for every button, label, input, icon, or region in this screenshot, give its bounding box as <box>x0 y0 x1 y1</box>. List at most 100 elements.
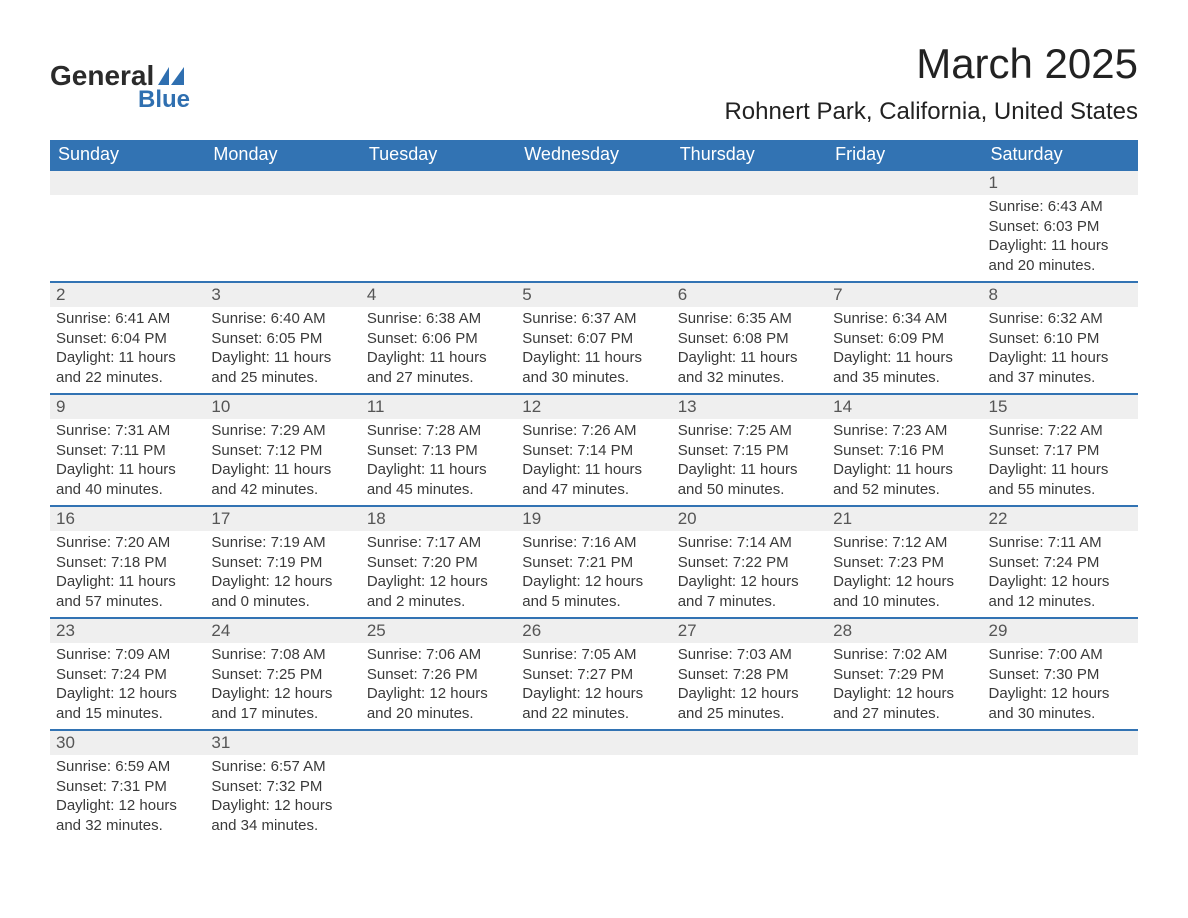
sunrise-line: Sunrise: 7:28 AM <box>367 421 510 441</box>
day-number-cell: 21 <box>827 506 982 531</box>
day-body-cell: Sunrise: 7:17 AMSunset: 7:20 PMDaylight:… <box>361 531 516 618</box>
sunset-line: Sunset: 7:17 PM <box>989 441 1132 461</box>
daylight-line2: and 55 minutes. <box>989 480 1132 500</box>
day-body: Sunrise: 7:23 AMSunset: 7:16 PMDaylight:… <box>827 419 982 505</box>
day-number-cell: 16 <box>50 506 205 531</box>
daylight-line1: Daylight: 11 hours <box>56 572 199 592</box>
day-body <box>516 195 671 203</box>
sunrise-line: Sunrise: 6:32 AM <box>989 309 1132 329</box>
daylight-line1: Daylight: 12 hours <box>56 796 199 816</box>
sunrise-line: Sunrise: 7:02 AM <box>833 645 976 665</box>
daylight-line2: and 7 minutes. <box>678 592 821 612</box>
day-body: Sunrise: 6:32 AMSunset: 6:10 PMDaylight:… <box>983 307 1138 393</box>
day-body-cell: Sunrise: 6:59 AMSunset: 7:31 PMDaylight:… <box>50 755 205 841</box>
sunrise-line: Sunrise: 7:05 AM <box>522 645 665 665</box>
day-body-cell: Sunrise: 7:29 AMSunset: 7:12 PMDaylight:… <box>205 419 360 506</box>
day-number <box>672 171 827 175</box>
day-number-cell <box>205 170 360 195</box>
day-number-cell: 25 <box>361 618 516 643</box>
day-body <box>672 195 827 203</box>
day-body: Sunrise: 6:57 AMSunset: 7:32 PMDaylight:… <box>205 755 360 841</box>
sunset-line: Sunset: 6:08 PM <box>678 329 821 349</box>
day-number: 16 <box>50 507 205 531</box>
day-body-cell: Sunrise: 6:40 AMSunset: 6:05 PMDaylight:… <box>205 307 360 394</box>
sunset-line: Sunset: 7:22 PM <box>678 553 821 573</box>
daylight-line2: and 30 minutes. <box>989 704 1132 724</box>
sunrise-line: Sunrise: 7:23 AM <box>833 421 976 441</box>
sunrise-line: Sunrise: 7:25 AM <box>678 421 821 441</box>
daylight-line1: Daylight: 12 hours <box>522 572 665 592</box>
day-body <box>672 755 827 763</box>
sunset-line: Sunset: 7:12 PM <box>211 441 354 461</box>
sunrise-line: Sunrise: 7:06 AM <box>367 645 510 665</box>
day-number-cell <box>361 730 516 755</box>
day-number: 18 <box>361 507 516 531</box>
day-body: Sunrise: 7:31 AMSunset: 7:11 PMDaylight:… <box>50 419 205 505</box>
daylight-line1: Daylight: 11 hours <box>522 348 665 368</box>
day-body: Sunrise: 6:37 AMSunset: 6:07 PMDaylight:… <box>516 307 671 393</box>
daylight-line2: and 34 minutes. <box>211 816 354 836</box>
sunset-line: Sunset: 7:18 PM <box>56 553 199 573</box>
sunrise-line: Sunrise: 7:20 AM <box>56 533 199 553</box>
day-number <box>361 731 516 735</box>
day-body-cell: Sunrise: 7:03 AMSunset: 7:28 PMDaylight:… <box>672 643 827 730</box>
day-number: 25 <box>361 619 516 643</box>
day-number-cell <box>50 170 205 195</box>
day-number: 26 <box>516 619 671 643</box>
daylight-line2: and 52 minutes. <box>833 480 976 500</box>
day-number <box>827 171 982 175</box>
day-number-cell: 20 <box>672 506 827 531</box>
day-body: Sunrise: 6:35 AMSunset: 6:08 PMDaylight:… <box>672 307 827 393</box>
col-header: Monday <box>205 140 360 170</box>
sunrise-line: Sunrise: 7:31 AM <box>56 421 199 441</box>
day-number: 5 <box>516 283 671 307</box>
day-number <box>827 731 982 735</box>
day-body-cell: Sunrise: 7:16 AMSunset: 7:21 PMDaylight:… <box>516 531 671 618</box>
day-body: Sunrise: 7:20 AMSunset: 7:18 PMDaylight:… <box>50 531 205 617</box>
daylight-line1: Daylight: 11 hours <box>56 348 199 368</box>
day-number-cell: 23 <box>50 618 205 643</box>
day-body-cell <box>50 195 205 282</box>
day-number: 19 <box>516 507 671 531</box>
day-number: 22 <box>983 507 1138 531</box>
day-body-cell <box>827 755 982 841</box>
day-number-cell: 10 <box>205 394 360 419</box>
day-body <box>361 755 516 763</box>
week-body-row: Sunrise: 6:41 AMSunset: 6:04 PMDaylight:… <box>50 307 1138 394</box>
logo: General Blue <box>50 40 190 114</box>
day-number: 10 <box>205 395 360 419</box>
title-block: March 2025 Rohnert Park, California, Uni… <box>724 40 1138 132</box>
day-number: 14 <box>827 395 982 419</box>
day-body-cell: Sunrise: 7:28 AMSunset: 7:13 PMDaylight:… <box>361 419 516 506</box>
day-body-cell <box>983 755 1138 841</box>
sunset-line: Sunset: 6:10 PM <box>989 329 1132 349</box>
day-body: Sunrise: 7:29 AMSunset: 7:12 PMDaylight:… <box>205 419 360 505</box>
daylight-line2: and 30 minutes. <box>522 368 665 388</box>
daylight-line2: and 47 minutes. <box>522 480 665 500</box>
day-number: 1 <box>983 171 1138 195</box>
day-body-cell <box>516 755 671 841</box>
logo-text-blue: Blue <box>138 86 190 114</box>
page-title: March 2025 <box>724 40 1138 88</box>
day-body-cell <box>361 755 516 841</box>
daylight-line2: and 42 minutes. <box>211 480 354 500</box>
day-body-cell: Sunrise: 7:11 AMSunset: 7:24 PMDaylight:… <box>983 531 1138 618</box>
day-body <box>983 755 1138 763</box>
day-body: Sunrise: 6:41 AMSunset: 6:04 PMDaylight:… <box>50 307 205 393</box>
week-daynum-row: 16171819202122 <box>50 506 1138 531</box>
day-body: Sunrise: 7:14 AMSunset: 7:22 PMDaylight:… <box>672 531 827 617</box>
daylight-line1: Daylight: 12 hours <box>211 684 354 704</box>
sunset-line: Sunset: 6:07 PM <box>522 329 665 349</box>
week-daynum-row: 3031 <box>50 730 1138 755</box>
daylight-line2: and 22 minutes. <box>56 368 199 388</box>
day-body-cell: Sunrise: 7:23 AMSunset: 7:16 PMDaylight:… <box>827 419 982 506</box>
daylight-line2: and 32 minutes. <box>678 368 821 388</box>
sunset-line: Sunset: 6:04 PM <box>56 329 199 349</box>
day-number <box>672 731 827 735</box>
daylight-line2: and 25 minutes. <box>678 704 821 724</box>
sunrise-line: Sunrise: 7:16 AM <box>522 533 665 553</box>
sunrise-line: Sunrise: 6:59 AM <box>56 757 199 777</box>
sunset-line: Sunset: 7:20 PM <box>367 553 510 573</box>
daylight-line1: Daylight: 12 hours <box>56 684 199 704</box>
day-body: Sunrise: 7:09 AMSunset: 7:24 PMDaylight:… <box>50 643 205 729</box>
